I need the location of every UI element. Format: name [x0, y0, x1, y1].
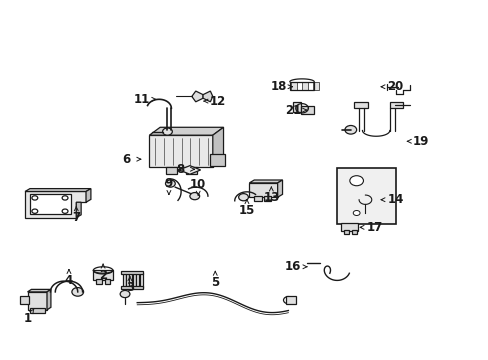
Text: 12: 12: [209, 95, 225, 108]
Polygon shape: [249, 180, 282, 183]
Circle shape: [32, 209, 38, 213]
Bar: [351, 230, 356, 234]
Bar: [285, 296, 295, 304]
Bar: [149, 135, 212, 167]
Text: 5: 5: [211, 276, 219, 289]
Text: 19: 19: [412, 135, 428, 148]
Text: 2: 2: [99, 269, 107, 282]
Bar: [121, 286, 143, 289]
Polygon shape: [212, 127, 223, 167]
Polygon shape: [191, 91, 203, 102]
Bar: [96, 279, 102, 284]
Text: 8: 8: [176, 163, 184, 176]
Polygon shape: [25, 192, 86, 218]
Circle shape: [32, 196, 38, 200]
Bar: [249, 183, 277, 197]
Bar: [344, 230, 348, 234]
Text: 3: 3: [125, 281, 134, 294]
Bar: [312, 82, 318, 90]
Text: 10: 10: [190, 178, 206, 191]
Text: 17: 17: [366, 221, 383, 234]
Bar: [122, 273, 125, 288]
Bar: [126, 273, 129, 288]
Bar: [185, 167, 196, 174]
Text: 21: 21: [285, 104, 301, 117]
Polygon shape: [203, 91, 212, 102]
Bar: [389, 102, 403, 108]
Circle shape: [62, 209, 68, 213]
Bar: [254, 197, 261, 201]
Bar: [301, 82, 307, 90]
Text: 16: 16: [285, 260, 301, 273]
Text: 6: 6: [122, 153, 130, 166]
Bar: [166, 167, 177, 174]
Circle shape: [62, 196, 68, 200]
Circle shape: [120, 291, 130, 298]
Circle shape: [72, 288, 83, 296]
Polygon shape: [76, 202, 81, 218]
Polygon shape: [25, 189, 91, 192]
Text: 4: 4: [65, 274, 73, 287]
Polygon shape: [27, 289, 51, 292]
Polygon shape: [179, 166, 200, 174]
Text: 9: 9: [164, 177, 173, 190]
Polygon shape: [47, 289, 51, 310]
Bar: [336, 168, 395, 224]
Bar: [30, 309, 44, 313]
Bar: [289, 82, 314, 90]
Circle shape: [344, 126, 356, 134]
Bar: [353, 102, 367, 108]
Polygon shape: [149, 127, 223, 135]
Bar: [30, 194, 71, 214]
Circle shape: [283, 297, 293, 304]
Circle shape: [189, 193, 199, 200]
Polygon shape: [277, 180, 282, 197]
Bar: [93, 270, 113, 280]
Text: 11: 11: [134, 93, 150, 106]
Bar: [104, 279, 110, 284]
Polygon shape: [86, 189, 91, 202]
Bar: [293, 102, 300, 112]
Bar: [20, 296, 29, 304]
Text: 14: 14: [386, 193, 403, 206]
Circle shape: [352, 211, 359, 216]
Bar: [27, 292, 47, 310]
Text: 1: 1: [23, 311, 32, 325]
Text: 18: 18: [270, 80, 286, 93]
Circle shape: [238, 194, 248, 201]
Bar: [300, 107, 314, 114]
Bar: [129, 273, 132, 288]
Text: 13: 13: [263, 192, 279, 204]
Bar: [340, 223, 357, 231]
Circle shape: [165, 180, 175, 187]
Circle shape: [162, 128, 172, 135]
Bar: [140, 273, 142, 288]
Bar: [290, 82, 296, 90]
Bar: [121, 271, 143, 274]
Bar: [210, 154, 224, 166]
Bar: [264, 197, 271, 201]
Bar: [133, 273, 136, 288]
Text: 20: 20: [387, 80, 403, 93]
Circle shape: [349, 176, 363, 186]
Text: 15: 15: [238, 204, 255, 217]
Bar: [136, 273, 139, 288]
Text: 7: 7: [72, 211, 80, 224]
